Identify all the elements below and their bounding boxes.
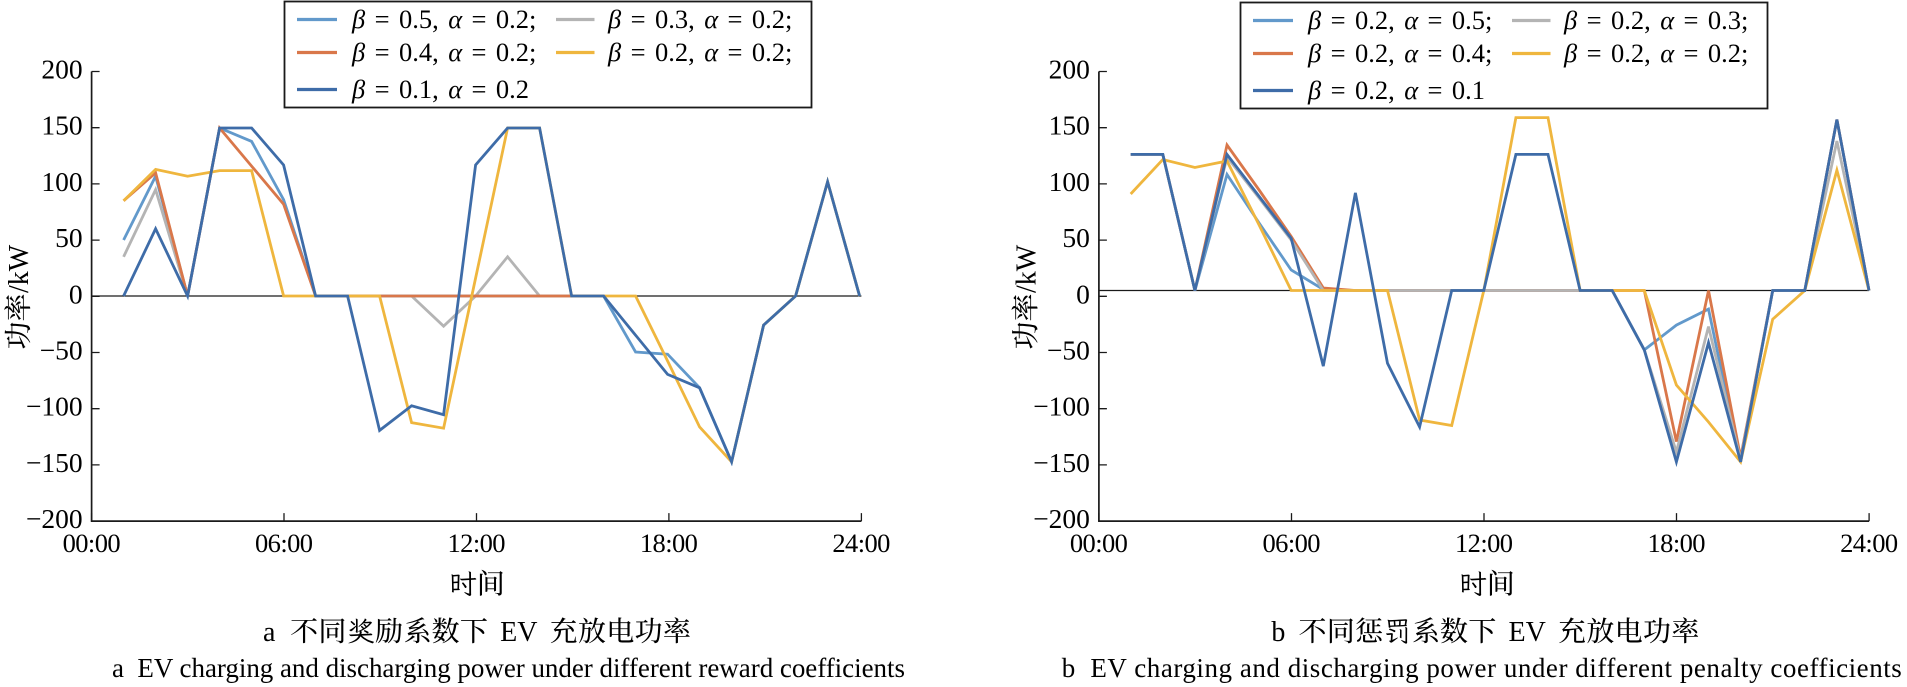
svg-text:200: 200 — [41, 54, 82, 85]
svg-text:−200: −200 — [26, 503, 83, 534]
svg-text:0: 0 — [69, 278, 83, 309]
svg-text:β = 0.2, α = 0.2;: β = 0.2, α = 0.2; — [1563, 38, 1748, 68]
svg-text:β = 0.3, α = 0.2;: β = 0.3, α = 0.2; — [607, 4, 792, 34]
svg-text:00:00: 00:00 — [1070, 528, 1128, 558]
svg-text:00:00: 00:00 — [63, 528, 121, 558]
svg-text:150: 150 — [1049, 110, 1090, 141]
svg-text:50: 50 — [55, 222, 83, 253]
svg-text:β = 0.2, α = 0.3;: β = 0.2, α = 0.3; — [1563, 5, 1748, 35]
svg-text:−100: −100 — [1033, 391, 1090, 422]
svg-text:150: 150 — [41, 110, 82, 141]
svg-text:a EV charging and discharging: a EV charging and discharging power unde… — [112, 653, 905, 683]
svg-text:−50: −50 — [1047, 335, 1090, 366]
svg-text:−200: −200 — [1033, 503, 1090, 534]
svg-text:b: b — [1271, 617, 1285, 648]
svg-text:/kW: /kW — [1011, 244, 1042, 293]
svg-text:50: 50 — [1062, 222, 1090, 253]
svg-text:EV: EV — [1509, 617, 1546, 648]
svg-text:β = 0.2, α = 0.4;: β = 0.2, α = 0.4; — [1307, 38, 1492, 68]
svg-text:β = 0.1, α = 0.2: β = 0.1, α = 0.2 — [351, 74, 529, 104]
svg-text:24:00: 24:00 — [832, 528, 890, 558]
svg-text:18:00: 18:00 — [640, 528, 698, 558]
svg-text:−100: −100 — [26, 391, 83, 422]
svg-text:β = 0.2, α = 0.5;: β = 0.2, α = 0.5; — [1307, 5, 1492, 35]
svg-text:β = 0.4, α = 0.2;: β = 0.4, α = 0.2; — [351, 37, 536, 67]
svg-text:β = 0.2, α = 0.1: β = 0.2, α = 0.1 — [1307, 75, 1485, 105]
svg-text:24:00: 24:00 — [1840, 528, 1898, 558]
svg-text:a: a — [263, 617, 276, 648]
svg-text:200: 200 — [1049, 54, 1090, 85]
svg-text:06:00: 06:00 — [255, 528, 313, 558]
svg-text:0: 0 — [1076, 278, 1090, 309]
svg-text:EV: EV — [500, 617, 537, 648]
svg-text:β = 0.5, α = 0.2;: β = 0.5, α = 0.2; — [351, 4, 536, 34]
svg-text:100: 100 — [41, 166, 82, 197]
svg-text:18:00: 18:00 — [1648, 528, 1706, 558]
svg-text:−50: −50 — [40, 335, 83, 366]
svg-text:/kW: /kW — [4, 244, 35, 293]
svg-text:06:00: 06:00 — [1263, 528, 1321, 558]
svg-text:b EV charging and discharging: b EV charging and discharging power unde… — [1062, 653, 1902, 683]
svg-text:−150: −150 — [26, 447, 83, 478]
svg-text:12:00: 12:00 — [1455, 528, 1513, 558]
svg-text:β = 0.2, α = 0.2;: β = 0.2, α = 0.2; — [607, 37, 792, 67]
svg-text:12:00: 12:00 — [448, 528, 506, 558]
svg-text:100: 100 — [1049, 166, 1090, 197]
svg-text:−150: −150 — [1033, 447, 1090, 478]
